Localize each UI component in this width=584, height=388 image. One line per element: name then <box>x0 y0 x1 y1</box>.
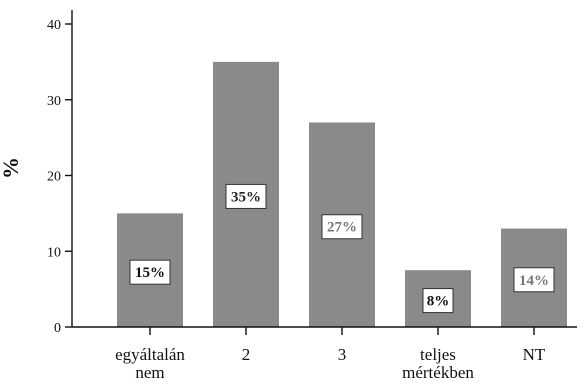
data-label-box-1 <box>129 259 171 285</box>
x-category-label-3: 3 <box>338 345 347 364</box>
data-label-box-4 <box>422 288 454 314</box>
data-label-1: 15% <box>135 265 165 281</box>
data-label-4: 8% <box>427 294 450 310</box>
x-category-label-1: egyáltalán nem <box>115 345 185 382</box>
y-tick-label-0: 0 <box>54 321 61 336</box>
y-tick-label-10: 10 <box>47 245 61 260</box>
x-category-label-2: 2 <box>242 345 251 364</box>
data-label-5: 14% <box>519 273 549 289</box>
y-tick-label-30: 30 <box>47 94 61 109</box>
bars-group <box>117 61 567 327</box>
data-label-box-2 <box>225 183 267 209</box>
y-axis-label: % <box>0 157 23 179</box>
data-label-box-3 <box>321 214 363 240</box>
y-tick-label-40: 40 <box>47 18 61 33</box>
axes-group: 0 10 20 30 40 <box>47 10 577 336</box>
data-label-2: 35% <box>231 189 261 205</box>
x-category-label-5: NT <box>523 345 546 364</box>
labels-group: % egyáltalán nem 2 3 teljes mértékben NT 15% 35% 2… <box>0 157 555 382</box>
y-tick-label-20: 20 <box>47 170 61 185</box>
data-label-box-5 <box>513 267 555 293</box>
data-label-3: 27% <box>327 220 357 236</box>
x-category-label-4: teljes mértékben <box>402 345 474 382</box>
